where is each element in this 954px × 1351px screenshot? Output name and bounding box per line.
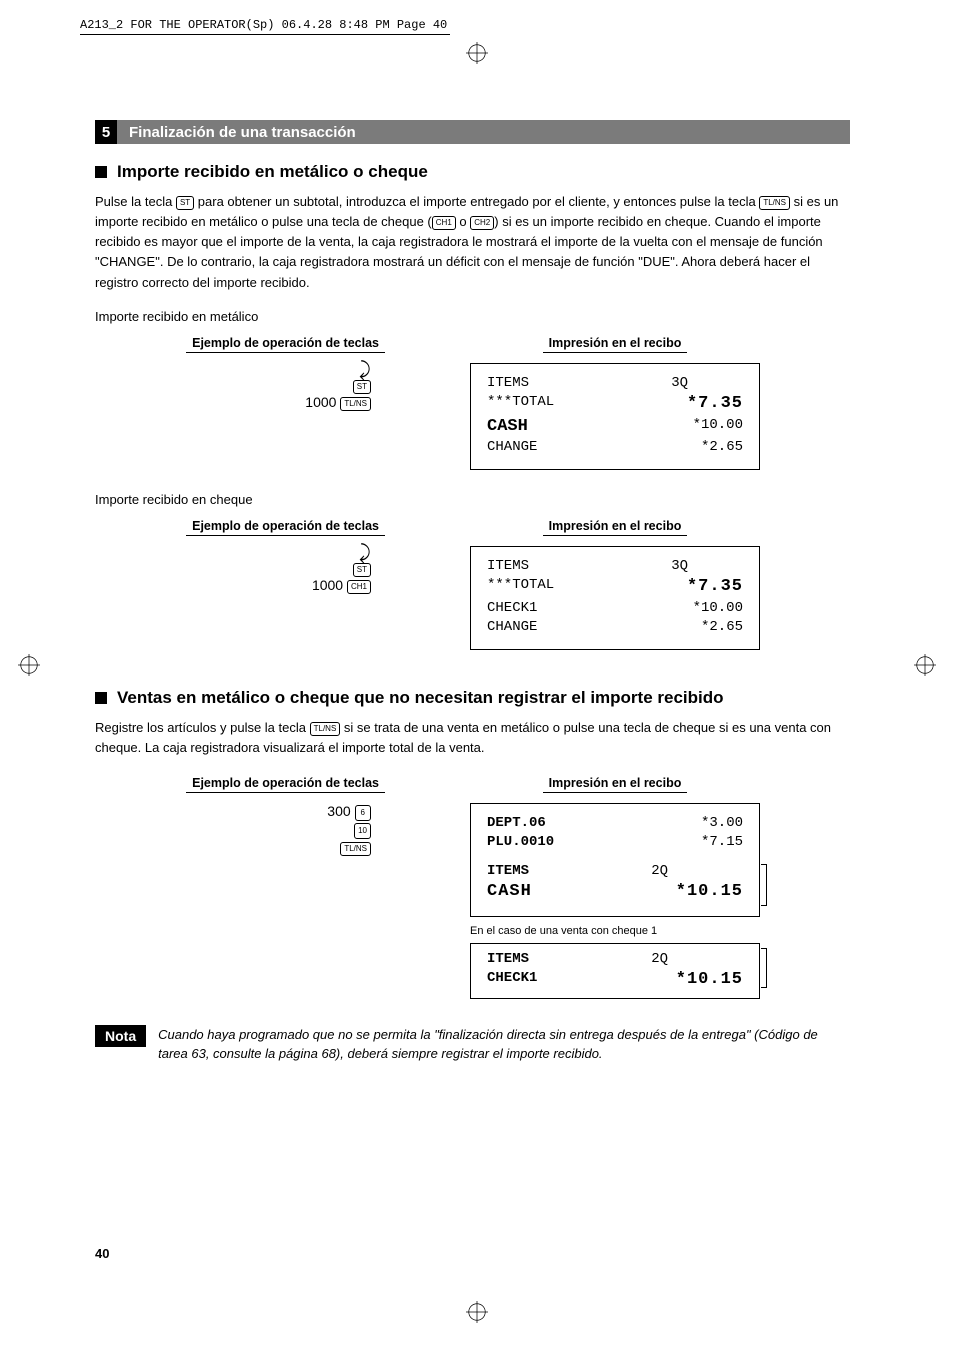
keyops-header: Ejemplo de operación de teclas (186, 776, 385, 793)
receipt-3a: DEPT.06*3.00 PLU.0010*7.15 ITEMS2Q CASH*… (470, 803, 760, 917)
keyops-3: 300 6 10 TL/NS (95, 803, 385, 856)
registration-mark-bottom (466, 1301, 488, 1323)
keyops-header: Ejemplo de operación de teclas (186, 519, 385, 536)
registration-mark-top (466, 42, 488, 64)
receipt-caption: En el caso de una venta con cheque 1 (470, 925, 760, 937)
section-number: 5 (95, 120, 117, 144)
note-block: Nota Cuando haya programado que no se pe… (95, 1025, 850, 1064)
page-content: 5 Finalización de una transacción Import… (95, 120, 850, 1064)
section-header: 5 Finalización de una transacción (95, 120, 850, 144)
note-text: Cuando haya programado que no se permita… (158, 1025, 850, 1064)
paragraph-2: Registre los artículos y pulse la tecla … (95, 718, 850, 758)
subsection-2-title: Ventas en metálico o cheque que no neces… (117, 688, 724, 708)
receipt-header: Impresión en el recibo (543, 336, 688, 353)
key-ch1: CH1 (432, 216, 456, 230)
keyops-header: Ejemplo de operación de teclas (186, 336, 385, 353)
receipt-1: ITEMS3Q ***TOTAL*7.35 CASH*10.00 CHANGE*… (470, 363, 760, 471)
example-row-1: Ejemplo de operación de teclas ⤸ ST 1000… (95, 334, 850, 471)
example-row-2: Ejemplo de operación de teclas ⤸ ST 1000… (95, 517, 850, 650)
registration-mark-right (914, 654, 936, 676)
receipt-2: ITEMS3Q ***TOTAL*7.35 CHECK1*10.00 CHANG… (470, 546, 760, 650)
key-6: 6 (355, 805, 371, 821)
key-ch2: CH2 (470, 216, 494, 230)
key-tlns: TL/NS (340, 842, 371, 856)
subsection-1-title: Importe recibido en metálico o cheque (117, 162, 428, 182)
key-st: ST (353, 380, 371, 394)
registration-mark-left (18, 654, 40, 676)
key-tlns: TL/NS (340, 397, 371, 411)
page-number: 40 (95, 1246, 109, 1261)
subsection-1: Importe recibido en metálico o cheque (95, 162, 850, 182)
keyops-2: ⤸ ST 1000 CH1 (95, 546, 385, 594)
bracket-icon (761, 948, 767, 988)
subsection-2: Ventas en metálico o cheque que no neces… (95, 688, 850, 708)
receipt-header: Impresión en el recibo (543, 776, 688, 793)
section-title: Finalización de una transacción (129, 124, 356, 141)
key-10: 10 (354, 823, 371, 839)
paragraph-1: Pulse la tecla ST para obtener un subtot… (95, 192, 850, 293)
receipt-3b: ITEMS2Q CHECK1*10.15 (470, 943, 760, 999)
key-ch1: CH1 (347, 580, 371, 594)
receipt-header: Impresión en el recibo (543, 519, 688, 536)
cash-label: Importe recibido en metálico (95, 309, 850, 324)
keyops-1: ⤸ ST 1000 TL/NS (95, 363, 385, 411)
key-st: ST (353, 563, 371, 577)
square-bullet-icon (95, 166, 107, 178)
print-header: A213_2 FOR THE OPERATOR(Sp) 06.4.28 8:48… (80, 18, 450, 35)
key-st: ST (176, 196, 194, 210)
bracket-icon (761, 864, 767, 906)
note-label: Nota (95, 1025, 146, 1047)
key-tlns: TL/NS (759, 196, 790, 210)
square-bullet-icon (95, 692, 107, 704)
check-label: Importe recibido en cheque (95, 492, 850, 507)
example-row-3: Ejemplo de operación de teclas 300 6 10 … (95, 774, 850, 998)
key-tlns: TL/NS (310, 722, 341, 736)
